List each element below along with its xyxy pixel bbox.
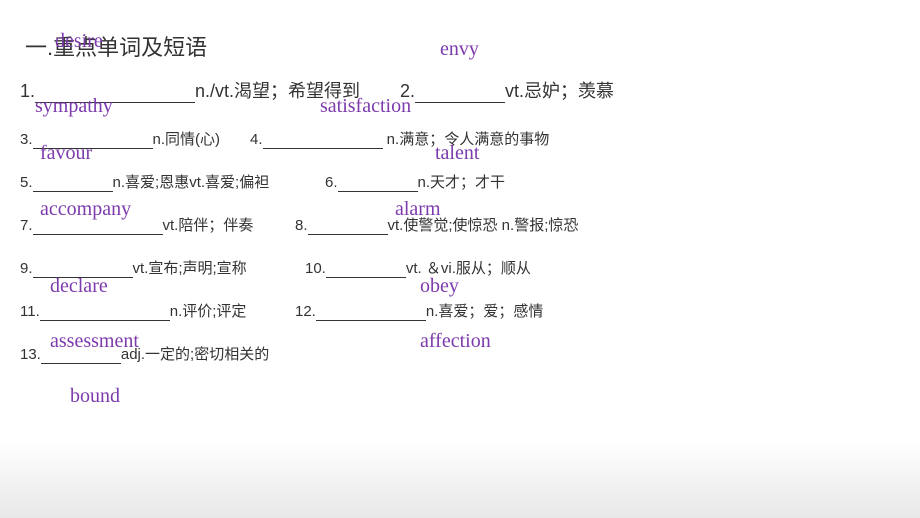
answer-13: bound — [70, 385, 120, 408]
blank-6 — [338, 191, 418, 192]
row-6: 11. n.评价;评定 12. n.喜爱；爱；感情 — [20, 300, 900, 321]
answer-4: satisfaction — [320, 95, 411, 118]
item-def: n.天才；才干 — [418, 174, 506, 191]
blank-8 — [308, 234, 388, 235]
item-num: 13. — [20, 346, 41, 363]
answer-3: sympathy — [35, 95, 113, 118]
item-num: 1. — [20, 81, 35, 101]
blank-10 — [326, 277, 406, 278]
answer-6: talent — [435, 142, 479, 165]
answer-8: alarm — [395, 198, 441, 221]
blank-4 — [263, 148, 383, 149]
answer-5: favour — [40, 142, 92, 165]
answer-2: envy — [440, 38, 479, 61]
item-def: vt.陪伴；伴奏 — [163, 217, 254, 234]
item-num: 8. — [295, 217, 308, 234]
item-def: n.喜爱;恩惠vt.喜爱;偏袒 — [113, 174, 270, 191]
item-num: 3. — [20, 131, 33, 148]
item-def: vt.宣布;声明;宣称 — [133, 260, 247, 277]
answer-1: desire — [55, 30, 103, 53]
blank-2 — [415, 102, 505, 103]
item-5: 5. n.喜爱;恩惠vt.喜爱;偏袒 — [20, 171, 325, 192]
item-def: adj.一定的;密切相关的 — [121, 346, 269, 363]
blank-7 — [33, 234, 163, 235]
answer-9: declare — [50, 275, 108, 298]
answer-12: affection — [420, 330, 491, 353]
item-def-big: 羡慕 — [578, 81, 614, 101]
item-num: 12. — [295, 303, 316, 320]
worksheet-container: 一.重点单词及短语 desire envy 1.n./vt.渴望；希望得到 2.… — [0, 0, 920, 402]
row-5: 9. vt.宣布;声明;宣称 10.vt. ＆vi.服从；顺从 — [20, 257, 900, 278]
item-num: 11. — [20, 303, 40, 320]
item-def: n.同情(心) — [153, 131, 221, 148]
item-num: 7. — [20, 217, 33, 234]
answer-10: obey — [420, 275, 459, 298]
item-10: 10.vt. ＆vi.服从；顺从 — [305, 257, 531, 278]
item-6: 6. n.天才；才干 — [325, 171, 505, 192]
blank-11 — [40, 320, 170, 321]
item-def: n.评价;评定 — [170, 303, 247, 320]
item-num: 9. — [20, 260, 33, 277]
blank-12 — [316, 320, 426, 321]
row-4: 7.vt.陪伴；伴奏 8.vt.使警觉;使惊恐 n.警报;惊恐 — [20, 214, 900, 235]
row-3: 5. n.喜爱;恩惠vt.喜爱;偏袒 6. n.天才；才干 — [20, 171, 900, 192]
item-num: 10. — [305, 260, 326, 277]
item-2: 2.vt.忌妒；羡慕 — [400, 77, 850, 103]
item-num: 4. — [250, 131, 263, 148]
item-def: n.喜爱；爱；感情 — [426, 303, 544, 320]
blank-13 — [41, 363, 121, 364]
item-12: 12. n.喜爱；爱；感情 — [295, 300, 543, 321]
answer-11: assessment — [50, 330, 139, 353]
blank-5 — [33, 191, 113, 192]
item-4: 4. n.满意；令人满意的事物 — [250, 128, 549, 149]
item-num: 5. — [20, 174, 33, 191]
item-num: 6. — [325, 174, 338, 191]
item-def: vt.忌妒； — [505, 81, 578, 101]
item-11: 11. n.评价;评定 — [20, 300, 295, 321]
row-1: 1.n./vt.渴望；希望得到 2.vt.忌妒；羡慕 — [20, 77, 900, 103]
answer-7: accompany — [40, 198, 131, 221]
